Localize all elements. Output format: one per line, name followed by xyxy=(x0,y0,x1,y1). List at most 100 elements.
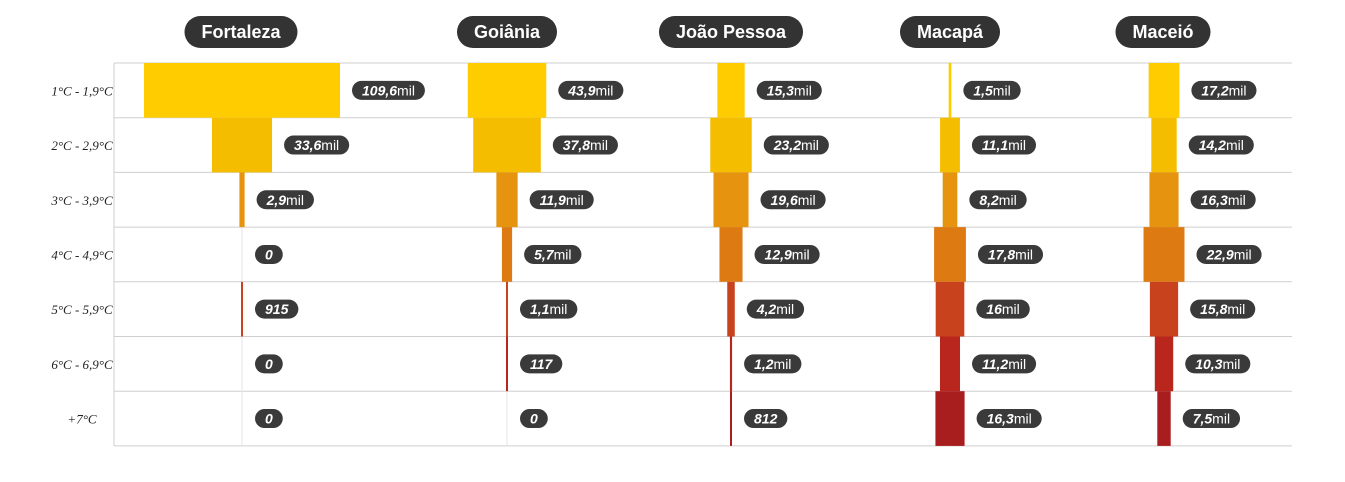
value-label-text: 0 xyxy=(265,246,273,262)
bar xyxy=(717,63,745,118)
value-label-pill xyxy=(352,80,425,100)
bar xyxy=(211,117,273,173)
value-label-text: 43,9mil xyxy=(567,82,613,98)
value-label: 2,9mil xyxy=(256,190,314,210)
bar xyxy=(935,391,965,446)
bar xyxy=(939,336,961,392)
value-label: 17,8mil xyxy=(977,244,1044,264)
value-label: 43,9mil xyxy=(558,80,624,100)
value-label-text: 17,8mil xyxy=(988,246,1033,262)
value-label: 15,8mil xyxy=(1190,299,1256,319)
value-label: 15,3mil xyxy=(756,80,822,100)
bar xyxy=(710,117,752,173)
value-label-text: 5,7mil xyxy=(534,246,571,262)
city-header-label: Maceió xyxy=(1132,22,1193,42)
bar xyxy=(241,281,243,337)
value-label: 0 xyxy=(255,409,283,429)
value-label: 0 xyxy=(255,354,283,374)
value-label-pill xyxy=(255,409,283,429)
value-label: 37,8mil xyxy=(552,135,618,155)
value-label-pill xyxy=(524,244,582,264)
value-label-text: 0 xyxy=(265,356,273,372)
value-label: 915 xyxy=(255,299,299,319)
bar xyxy=(934,227,966,282)
city-header-label: João Pessoa xyxy=(676,22,787,42)
value-label-pill xyxy=(976,299,1030,319)
value-label: 0 xyxy=(255,244,283,264)
city-header-label: Macapá xyxy=(917,22,984,42)
city-headers: Fortaleza Goiânia João Pessoa Macapá Maceió xyxy=(184,16,1211,48)
value-label-text: 109,6mil xyxy=(362,82,415,98)
city-header-label: Fortaleza xyxy=(201,22,281,42)
value-label: 16,3mil xyxy=(1190,190,1256,210)
bar xyxy=(1151,117,1177,173)
value-label-pill xyxy=(552,135,618,155)
value-label-text: 37,8mil xyxy=(563,137,608,153)
value-label-pill xyxy=(255,244,283,264)
value-label-pill xyxy=(976,409,1042,429)
bar xyxy=(1157,391,1171,446)
bar xyxy=(144,63,340,118)
value-label-text: 1,1mil xyxy=(530,301,567,317)
value-label-text: 117 xyxy=(530,356,554,372)
value-label: 7,5mil xyxy=(1182,409,1241,429)
value-label-pill xyxy=(1188,135,1254,155)
bar xyxy=(727,281,735,337)
value-label-pill xyxy=(1185,354,1251,374)
value-label: 22,9mil xyxy=(1196,244,1262,264)
bar xyxy=(501,227,513,282)
value-label: 0 xyxy=(520,409,548,429)
value-label-text: 19,6mil xyxy=(771,192,816,208)
value-label-text: 915 xyxy=(265,301,289,317)
value-label-pill xyxy=(754,244,820,264)
value-label-pill xyxy=(760,190,826,210)
value-label-text: 11,2mil xyxy=(982,356,1026,372)
bar xyxy=(239,172,245,228)
city-header-label: Goiânia xyxy=(474,22,541,42)
bar xyxy=(473,117,541,173)
city-header: Macapá xyxy=(899,16,1001,48)
value-label: 4,2mil xyxy=(746,299,805,319)
bar xyxy=(719,227,743,282)
value-label: 117 xyxy=(520,354,563,374)
value-label-text: 12,9mil xyxy=(765,246,810,262)
city-header: Goiânia xyxy=(456,16,558,48)
bar xyxy=(729,336,733,392)
value-label-text: 1,5mil xyxy=(973,82,1010,98)
city-header-pill xyxy=(1115,16,1211,48)
value-label-text: 16,3mil xyxy=(1201,192,1246,208)
value-label-text: 17,2mil xyxy=(1201,82,1246,98)
value-label-text: 812 xyxy=(754,411,778,427)
value-label-pill xyxy=(520,409,548,429)
city-header: João Pessoa xyxy=(658,16,804,48)
value-label: 33,6mil xyxy=(284,135,350,155)
value-label-pill xyxy=(1190,190,1256,210)
bar xyxy=(948,63,952,118)
value-label-pill xyxy=(763,135,829,155)
bar xyxy=(467,63,547,118)
value-label: 8,2mil xyxy=(969,190,1027,210)
bar xyxy=(506,336,508,392)
value-label-text: 23,2mil xyxy=(773,137,819,153)
value-label-pill xyxy=(977,244,1044,264)
city-header-pill xyxy=(184,16,298,48)
value-label-text: 33,6mil xyxy=(294,137,339,153)
value-label: 11,2mil xyxy=(972,354,1037,374)
value-label: 5,7mil xyxy=(524,244,582,264)
bar xyxy=(1148,63,1180,118)
value-label-pill xyxy=(256,190,314,210)
bar xyxy=(940,117,960,173)
value-label-text: 10,3mil xyxy=(1195,356,1240,372)
value-label-pill xyxy=(284,135,350,155)
value-label-text: 15,8mil xyxy=(1200,301,1245,317)
value-label: 109,6mil xyxy=(352,80,425,100)
value-label-text: 11,1mil xyxy=(982,137,1026,153)
row-labels: 1°C - 1,9°C 2°C - 2,9°C 3°C - 3,9°C 4°C - 4… xyxy=(50,83,113,426)
bar xyxy=(713,172,749,228)
value-label-text: 0 xyxy=(530,411,538,427)
value-label-pill xyxy=(1196,244,1262,264)
row-label: 2°C - 2,9°C xyxy=(51,138,113,153)
value-label-pill xyxy=(969,190,1027,210)
value-label-text: 0 xyxy=(265,411,273,427)
